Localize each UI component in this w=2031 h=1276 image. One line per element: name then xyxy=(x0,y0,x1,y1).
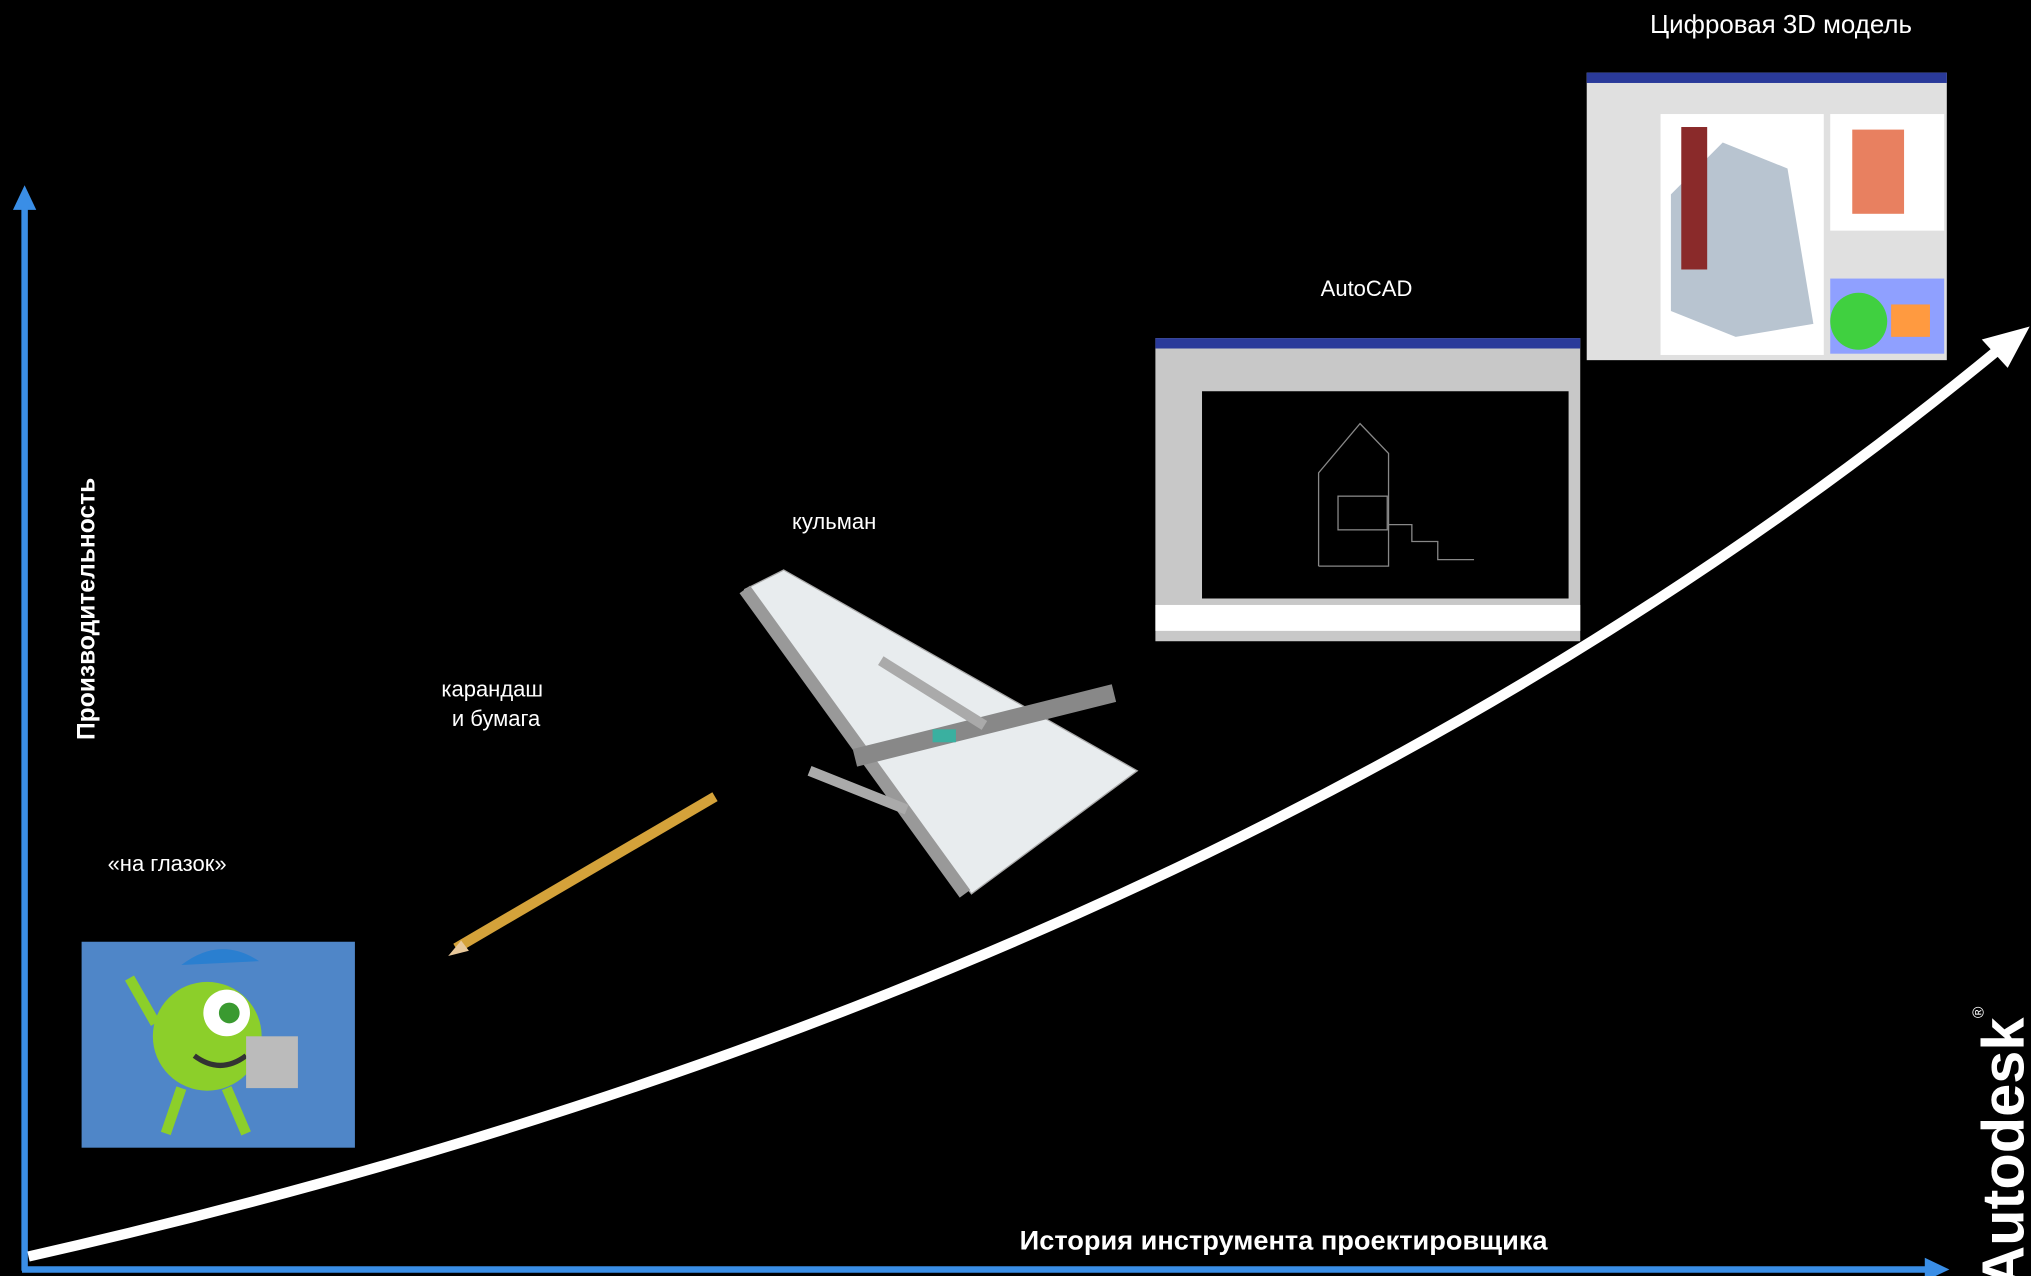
y-axis-label: Производительность xyxy=(74,478,101,740)
x-axis-label: История инструмента проектировщика xyxy=(1020,1224,1549,1255)
stage-label: карандаш xyxy=(441,676,543,701)
pencil-picture xyxy=(448,792,718,956)
x-axis-arrow xyxy=(1924,1257,1950,1276)
stage-label: AutoCAD xyxy=(1321,276,1413,301)
growth-curve-arrow xyxy=(1981,326,2030,368)
growth-curve xyxy=(27,343,2005,1262)
stage-label: кульман xyxy=(792,509,876,534)
brand-name: Autodesk xyxy=(1969,1017,2031,1276)
stage-label: и бумага xyxy=(452,706,541,731)
brand-mark: ® xyxy=(1970,1006,1987,1018)
stage-label: Цифровая 3D модель xyxy=(1650,11,1912,39)
y-axis-arrow xyxy=(12,185,37,210)
monster-picture xyxy=(81,941,355,1148)
bim-picture xyxy=(1586,72,1947,361)
drafting-board-picture xyxy=(739,569,1139,898)
autocad-picture xyxy=(1155,338,1581,642)
stage-label: «на глазок» xyxy=(108,851,227,876)
